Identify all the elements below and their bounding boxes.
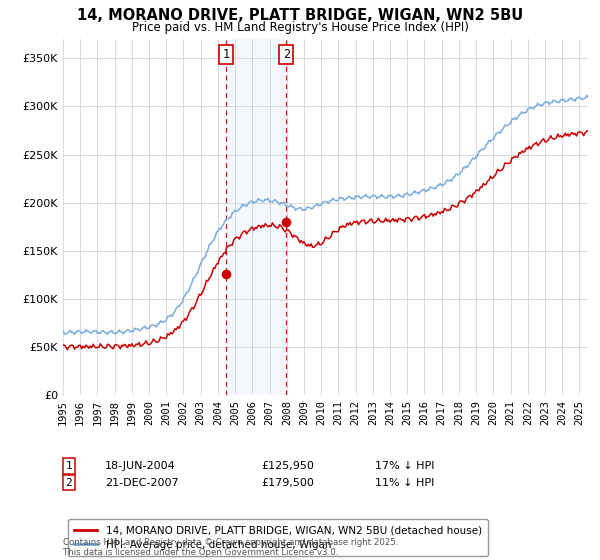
Text: Contains HM Land Registry data © Crown copyright and database right 2025.
This d: Contains HM Land Registry data © Crown c… — [63, 538, 398, 557]
Text: 17% ↓ HPI: 17% ↓ HPI — [375, 461, 434, 471]
Text: 11% ↓ HPI: 11% ↓ HPI — [375, 478, 434, 488]
Point — [221, 269, 230, 278]
Text: 14, MORANO DRIVE, PLATT BRIDGE, WIGAN, WN2 5BU: 14, MORANO DRIVE, PLATT BRIDGE, WIGAN, W… — [77, 8, 523, 24]
Text: £125,950: £125,950 — [261, 461, 314, 471]
Text: 2: 2 — [65, 478, 73, 488]
Text: 2: 2 — [283, 48, 290, 61]
Text: 18-JUN-2004: 18-JUN-2004 — [105, 461, 176, 471]
Text: £179,500: £179,500 — [261, 478, 314, 488]
Text: Price paid vs. HM Land Registry's House Price Index (HPI): Price paid vs. HM Land Registry's House … — [131, 21, 469, 34]
Bar — [226, 39, 286, 395]
Legend: 14, MORANO DRIVE, PLATT BRIDGE, WIGAN, WN2 5BU (detached house), HPI: Average pr: 14, MORANO DRIVE, PLATT BRIDGE, WIGAN, W… — [68, 519, 488, 556]
Text: 1: 1 — [222, 48, 229, 61]
Text: 21-DEC-2007: 21-DEC-2007 — [105, 478, 179, 488]
Point — [281, 218, 291, 227]
Text: 1: 1 — [65, 461, 73, 471]
